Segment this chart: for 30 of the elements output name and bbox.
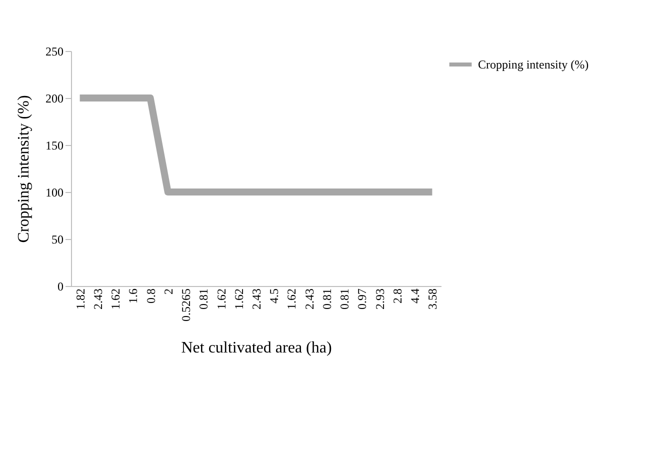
x-tick-label: 0.5265	[179, 288, 194, 322]
x-tick-label: 2	[161, 288, 176, 294]
y-tick-label: 100	[46, 186, 64, 200]
x-tick-label: 1.6	[126, 288, 140, 304]
x-tick-label: 1.62	[214, 288, 228, 310]
x-axis-title: Net cultivated area (ha)	[181, 340, 332, 356]
x-tick-label: 2.43	[250, 288, 264, 310]
x-tick-label: 0.97	[355, 288, 370, 310]
y-tick-label: 250	[46, 44, 64, 58]
x-tick-label: 0.81	[320, 288, 334, 310]
y-tick-label: 150	[46, 138, 64, 152]
x-tick-label: 1.62	[232, 288, 246, 310]
x-tick-label: 4.4	[408, 288, 422, 304]
y-axis-title: Cropping intensity (%)	[16, 95, 32, 243]
y-tick-label: 200	[46, 92, 64, 106]
x-tick-label: 3.58	[426, 288, 440, 310]
legend-label: Cropping intensity (%)	[478, 58, 589, 72]
x-tick-label: 0.8	[144, 288, 158, 304]
x-tick-label: 0.81	[196, 288, 211, 310]
x-tick-label: 0.81	[338, 288, 352, 310]
x-tick-label: 1.62	[108, 288, 123, 310]
x-tick-label: 2.93	[372, 288, 387, 310]
x-tick-label: 1.62	[284, 288, 299, 310]
x-tick-label: 2.43	[90, 288, 105, 310]
y-tick-label: 50	[52, 232, 64, 246]
x-tick-label: 2.43	[302, 288, 316, 310]
x-tick-label: 2.8	[390, 288, 404, 304]
y-tick-label: 0	[58, 280, 64, 294]
x-tick-label: 4.5	[267, 288, 282, 304]
x-tick-label: 1.82	[73, 288, 88, 310]
